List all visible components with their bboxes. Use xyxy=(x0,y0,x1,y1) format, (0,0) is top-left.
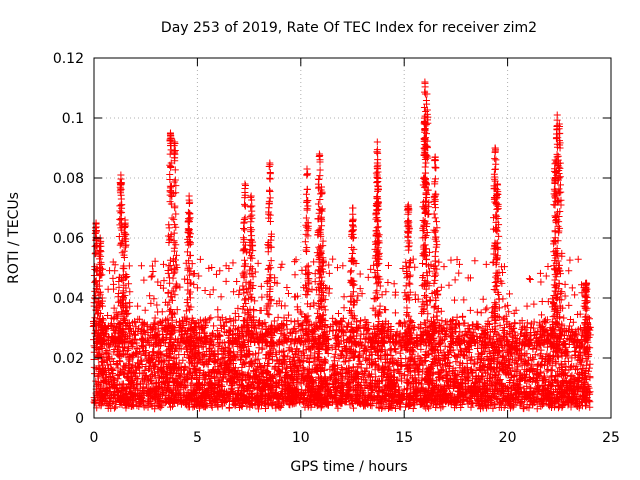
data-point xyxy=(287,317,295,325)
data-point xyxy=(345,357,353,365)
data-point xyxy=(138,361,146,369)
data-point xyxy=(98,357,106,365)
data-point xyxy=(114,375,122,383)
data-point xyxy=(342,357,350,365)
data-point xyxy=(210,322,218,330)
data-point xyxy=(213,327,221,335)
data-point xyxy=(533,405,541,413)
data-point xyxy=(142,372,150,380)
data-point xyxy=(324,350,332,358)
data-point xyxy=(453,341,461,349)
data-point xyxy=(526,384,534,392)
data-point xyxy=(151,314,159,322)
data-points xyxy=(89,78,594,413)
data-point xyxy=(396,319,404,327)
data-point xyxy=(543,343,551,351)
data-point xyxy=(344,369,352,377)
data-point xyxy=(150,319,158,327)
data-point xyxy=(349,404,357,412)
data-point xyxy=(362,367,370,375)
data-point xyxy=(374,321,382,329)
data-point xyxy=(109,366,117,374)
data-point xyxy=(176,389,184,397)
data-point xyxy=(560,314,568,322)
data-point xyxy=(225,404,233,412)
data-point xyxy=(547,367,555,375)
data-point xyxy=(261,405,269,412)
data-point xyxy=(300,357,308,365)
data-point xyxy=(537,346,545,354)
data-point xyxy=(207,314,215,322)
data-point xyxy=(266,350,274,358)
